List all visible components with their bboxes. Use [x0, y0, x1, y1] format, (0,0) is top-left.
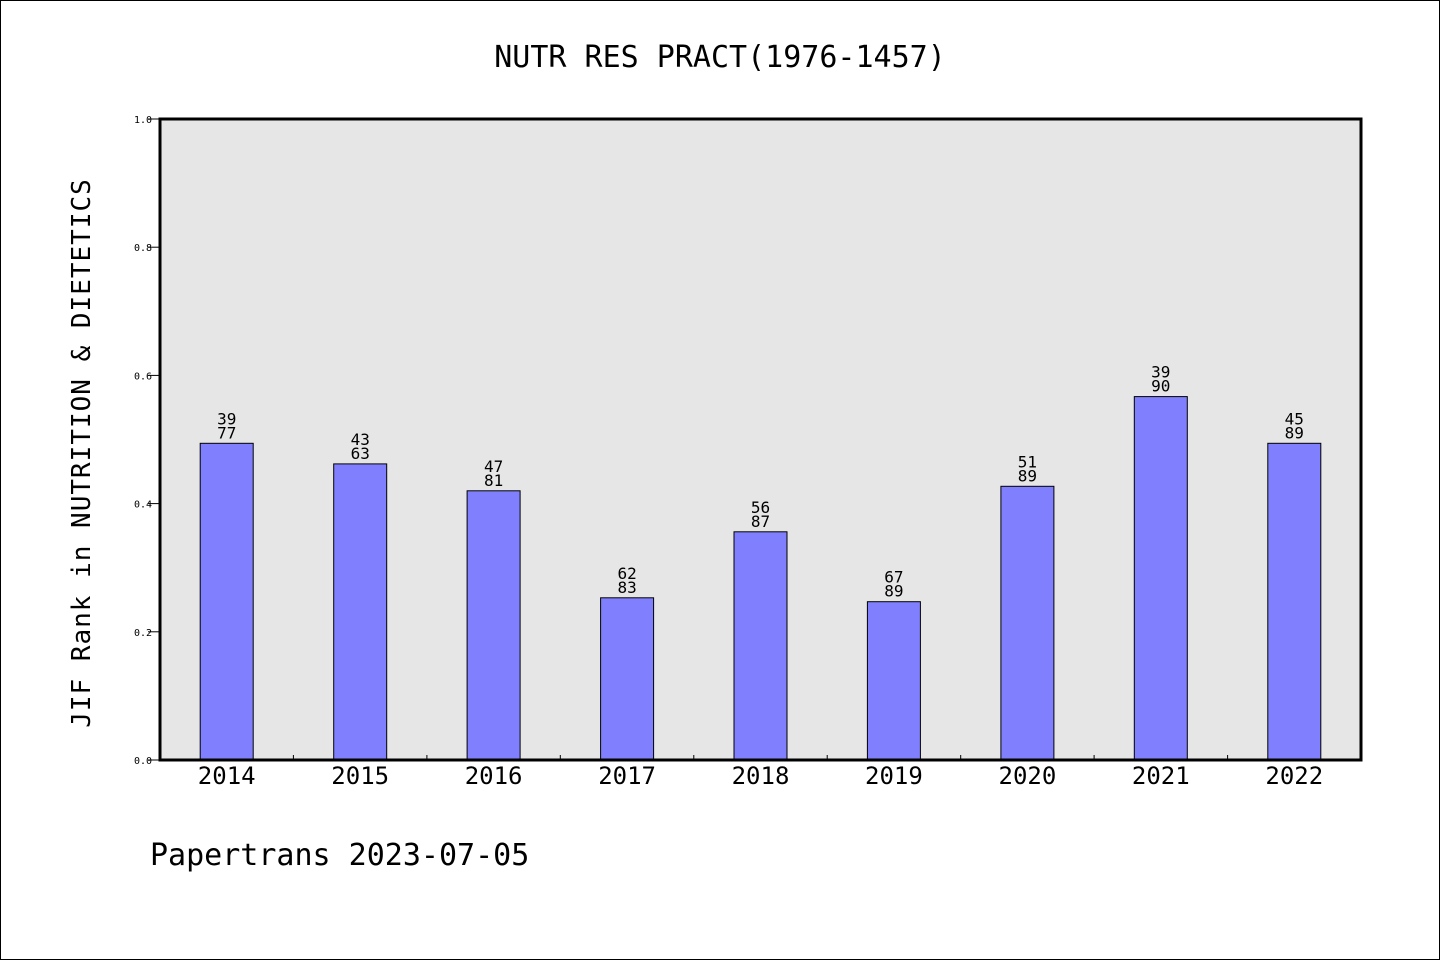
- data-label-2015-bottom: 63: [351, 444, 370, 463]
- x-tick-label-2018: 2018: [732, 762, 790, 790]
- data-label-2017-top: 62: [617, 564, 636, 583]
- bar-2018: [733, 531, 788, 761]
- x-tick-label-2021: 2021: [1132, 762, 1190, 790]
- x-tick-label-2020: 2020: [999, 762, 1057, 790]
- data-label-2021-top: 39: [1151, 363, 1170, 382]
- data-label-2018-top: 56: [751, 498, 770, 517]
- bars-layer: [199, 396, 1322, 761]
- chart-title: NUTR RES PRACT(1976-1457): [494, 40, 946, 75]
- data-label-2020-bottom: 89: [1018, 466, 1037, 485]
- data-label-2016-top: 47: [484, 457, 503, 476]
- data-label-2022-bottom: 89: [1285, 423, 1304, 442]
- y-tick-label-0.4: 0.4: [134, 500, 152, 511]
- data-label-2014-top: 39: [217, 409, 236, 428]
- plot-frame: [158, 117, 1363, 762]
- x-tick-label-2022: 2022: [1265, 762, 1323, 790]
- bar-2019: [866, 601, 921, 761]
- bar-2017: [600, 597, 655, 761]
- data-label-2020-top: 51: [1018, 452, 1037, 471]
- bar-2022: [1267, 442, 1322, 761]
- bar-2020: [1000, 485, 1055, 761]
- footer-text: Papertrans 2023-07-05: [150, 838, 529, 873]
- data-label-2022-top: 45: [1285, 409, 1304, 428]
- x-tick-label-2015: 2015: [331, 762, 389, 790]
- y-tick-label-0.0: 0.0: [134, 756, 152, 767]
- data-label-2014-bottom: 77: [217, 423, 236, 442]
- data-label-2017-bottom: 83: [617, 578, 636, 597]
- bar-2016: [466, 490, 521, 761]
- bar-2014: [199, 442, 254, 761]
- x-tick-label-2014: 2014: [198, 762, 256, 790]
- x-tick-label-2016: 2016: [465, 762, 523, 790]
- bar-2015: [333, 463, 388, 761]
- data-label-2018-bottom: 87: [751, 512, 770, 531]
- data-label-2021-bottom: 90: [1151, 377, 1170, 396]
- data-label-2019-bottom: 89: [884, 582, 903, 601]
- y-axis-label: JIF Rank in NUTRITION & DIETETICS: [67, 178, 97, 728]
- data-label-2015-top: 43: [351, 430, 370, 449]
- bar-2021: [1133, 396, 1188, 761]
- data-label-2019-top: 67: [884, 568, 903, 587]
- y-tick-label-0.6: 0.6: [134, 371, 152, 382]
- y-tick-label-0.8: 0.8: [134, 243, 152, 254]
- x-tick-label-2019: 2019: [865, 762, 923, 790]
- y-tick-label-1.0: 1.0: [134, 115, 152, 126]
- y-axis: 0.0 0.2 0.4 0.6 0.8 1.0: [134, 115, 160, 767]
- y-tick-label-0.2: 0.2: [134, 628, 152, 639]
- x-tick-label-2017: 2017: [598, 762, 656, 790]
- data-label-2016-bottom: 81: [484, 471, 503, 490]
- x-axis: 2014 2015 2016 2017 2018 2019 2020 2021 2022: [198, 755, 1323, 790]
